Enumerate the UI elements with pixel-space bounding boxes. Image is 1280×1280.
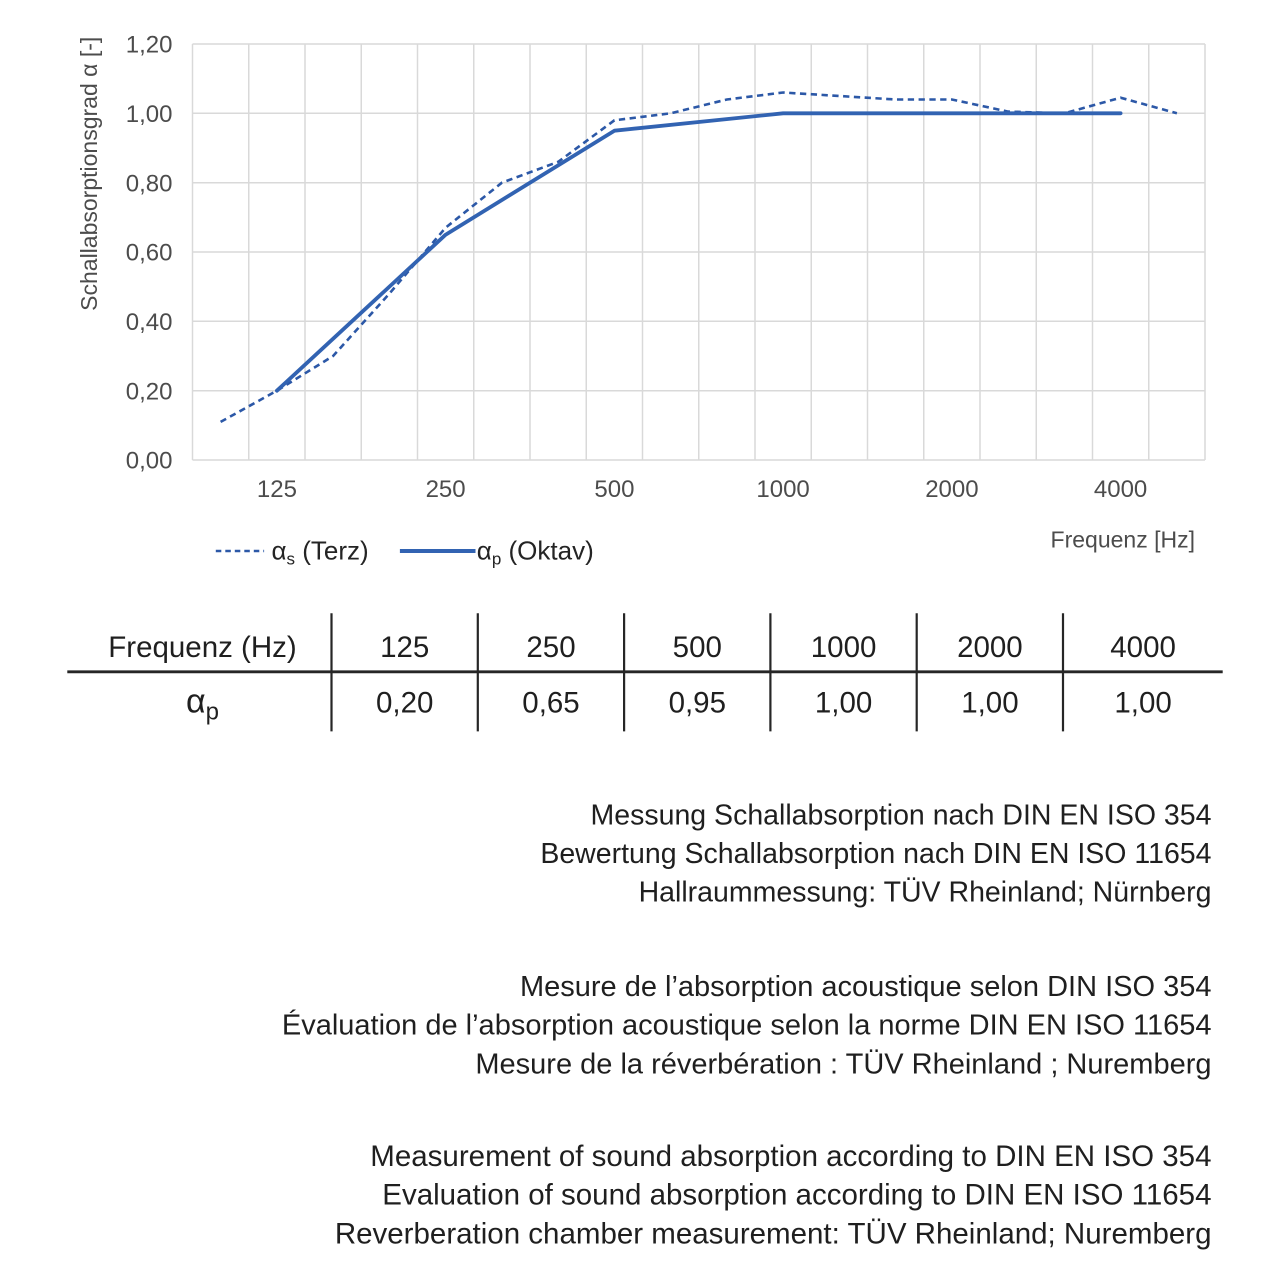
svg-text:500: 500 [594, 476, 634, 503]
svg-text:0,95: 0,95 [669, 687, 726, 720]
svg-text:Reverberation chamber measurem: Reverberation chamber measurement: TÜV R… [335, 1217, 1212, 1250]
svg-text:Frequenz (Hz): Frequenz (Hz) [108, 631, 297, 664]
svg-text:Messung Schallabsorption nach: Messung Schallabsorption nach DIN EN ISO… [591, 799, 1212, 831]
svg-text:Schallabsorptionsgrad α [-]: Schallabsorptionsgrad α [-] [76, 37, 102, 311]
svg-text:0,20: 0,20 [376, 687, 433, 720]
svg-text:2000: 2000 [957, 631, 1023, 664]
svg-text:Measurement of sound absorptio: Measurement of sound absorption accordin… [370, 1140, 1211, 1173]
svg-text:1,20: 1,20 [126, 32, 173, 59]
svg-text:250: 250 [526, 631, 575, 664]
svg-text:1000: 1000 [756, 476, 809, 503]
svg-text:Évaluation de l’absorption aco: Évaluation de l’absorption acoustique se… [282, 1009, 1212, 1042]
svg-text:1,00: 1,00 [1114, 687, 1171, 720]
svg-text:0,60: 0,60 [126, 240, 173, 267]
svg-text:Hallraummessung: TÜV Rheinland: Hallraummessung: TÜV Rheinland; Nürnberg [639, 877, 1212, 909]
svg-text:1,00: 1,00 [126, 101, 173, 128]
svg-text:Mesure de la réverbération : T: Mesure de la réverbération : TÜV Rheinla… [475, 1048, 1211, 1080]
svg-text:4000: 4000 [1094, 476, 1147, 503]
svg-text:4000: 4000 [1110, 631, 1176, 664]
svg-text:1,00: 1,00 [815, 687, 872, 720]
svg-text:Frequenz [Hz]: Frequenz [Hz] [1051, 527, 1195, 553]
svg-text:2000: 2000 [925, 476, 978, 503]
svg-text:0,20: 0,20 [126, 378, 173, 405]
svg-text:Evaluation of sound absorption: Evaluation of sound absorption according… [382, 1179, 1211, 1212]
svg-text:0,80: 0,80 [126, 170, 173, 197]
svg-text:0,00: 0,00 [126, 448, 173, 475]
svg-text:0,65: 0,65 [522, 687, 579, 720]
svg-text:αs (Terz): αs (Terz) [272, 536, 369, 569]
svg-text:125: 125 [380, 631, 429, 664]
svg-text:αp: αp [186, 683, 219, 726]
svg-text:125: 125 [257, 476, 297, 503]
svg-text:250: 250 [426, 476, 466, 503]
svg-text:Bewertung Schallabsorption nac: Bewertung Schallabsorption nach DIN EN I… [540, 838, 1211, 870]
svg-text:0,40: 0,40 [126, 309, 173, 336]
svg-text:1,00: 1,00 [961, 687, 1018, 720]
svg-text:Mesure de l’absorption acousti: Mesure de l’absorption acoustique selon … [520, 971, 1212, 1003]
svg-text:500: 500 [673, 631, 722, 664]
svg-text:1000: 1000 [811, 631, 877, 664]
svg-text:αp (Oktav): αp (Oktav) [477, 536, 594, 569]
